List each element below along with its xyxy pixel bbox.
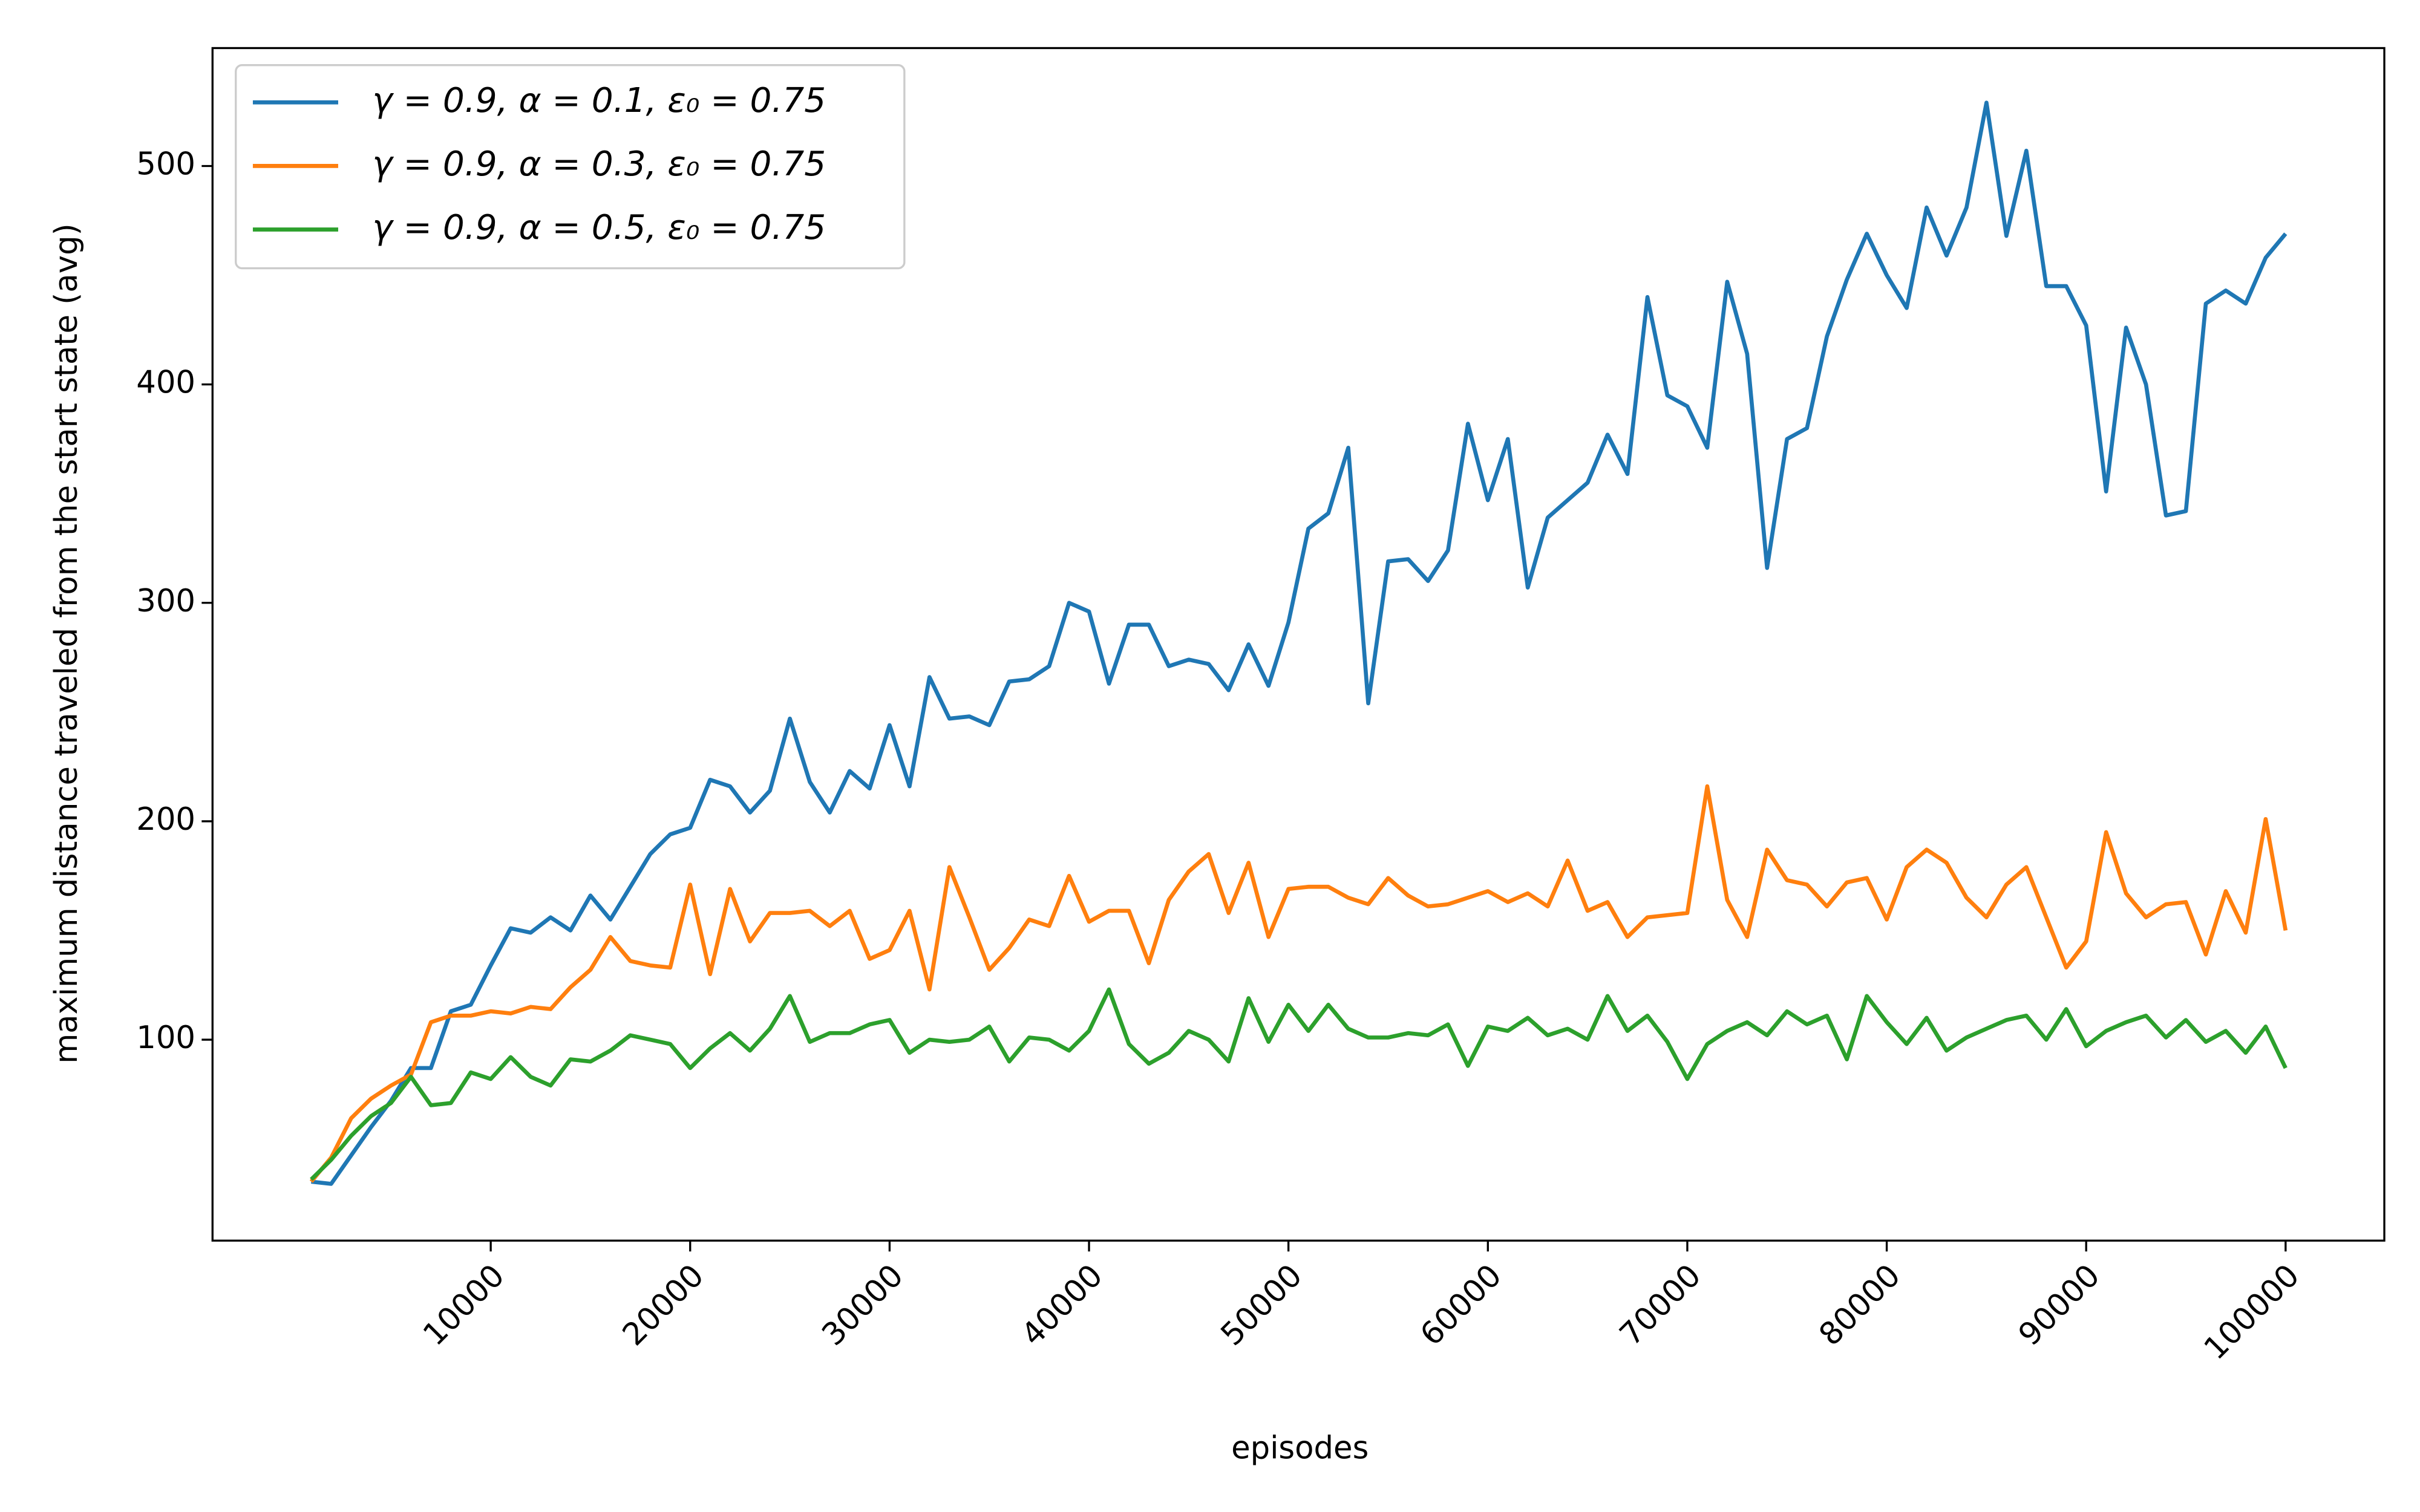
legend: γ = 0.9, α = 0.1, ε₀ = 0.75 γ = 0.9, α = …: [235, 64, 906, 270]
plot-frame: [211, 47, 2386, 1242]
y-tick-label: 300: [136, 583, 195, 619]
legend-label: γ = 0.9, α = 0.1, ε₀ = 0.75: [372, 81, 826, 120]
y-axis-label: maximum distance traveled from the start…: [48, 223, 85, 1063]
legend-label: γ = 0.9, α = 0.5, ε₀ = 0.75: [372, 208, 826, 247]
series-line: [311, 100, 2288, 1186]
x-axis-label: episodes: [1231, 1430, 1369, 1466]
series-line: [309, 784, 2288, 1183]
legend-label: γ = 0.9, α = 0.3, ε₀ = 0.75: [372, 145, 826, 184]
y-tick-label: 500: [136, 146, 195, 182]
y-tick-label: 100: [136, 1020, 195, 1056]
y-tick-label: 200: [136, 801, 195, 838]
series-line: [310, 987, 2288, 1181]
legend-box: [235, 64, 906, 270]
y-tick-label: 400: [136, 365, 195, 401]
